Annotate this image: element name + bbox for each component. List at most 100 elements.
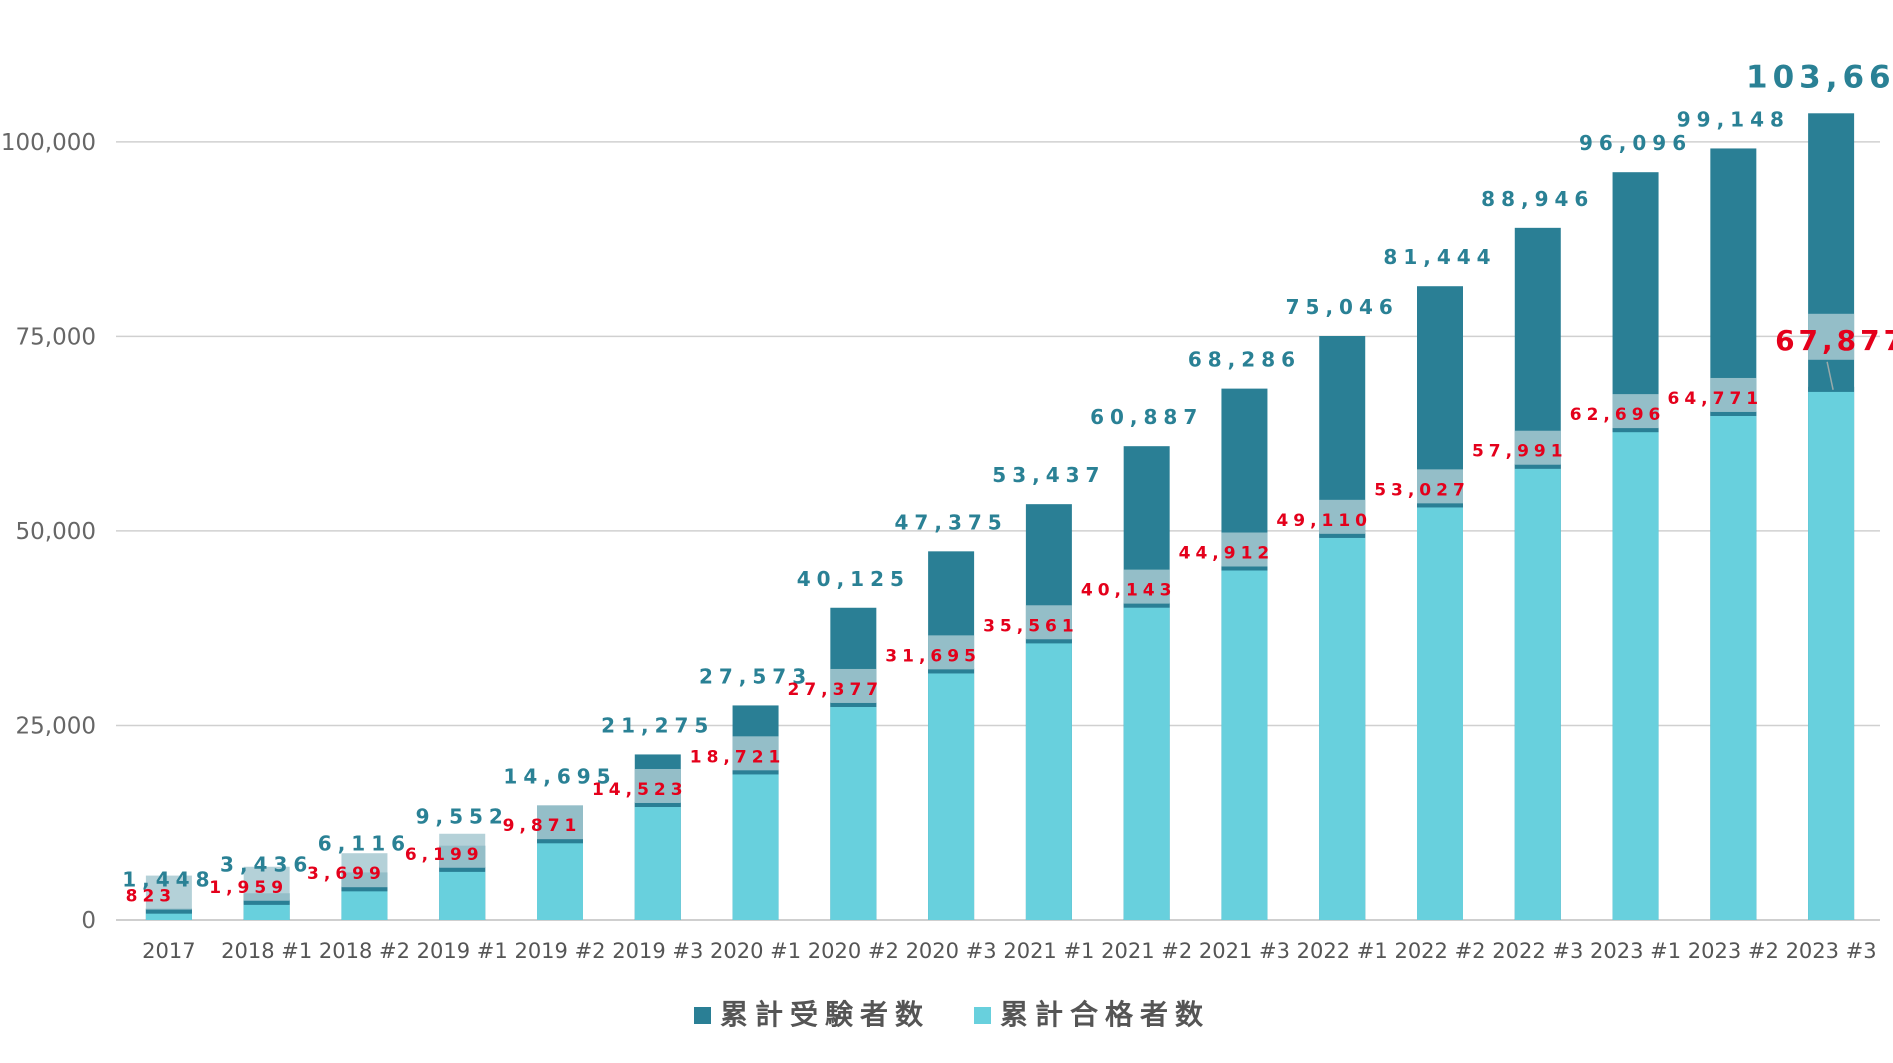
pass-data-label: 57,991 <box>1472 442 1568 462</box>
exam-data-label: 81,444 <box>1383 245 1496 269</box>
pass-label-box-11 <box>1221 532 1268 567</box>
gridlines <box>116 141 1880 727</box>
bar-pass-edge-3 <box>439 866 486 872</box>
y-tick-label: 0 <box>81 908 96 934</box>
bar-pass-edge-8 <box>928 668 975 674</box>
x-tick-label: 2018 #1 <box>221 939 312 963</box>
pass-label-box-10 <box>1123 569 1170 604</box>
bar-pass-15 <box>1612 432 1659 920</box>
bar-pass-edge-16 <box>1710 410 1757 416</box>
pass-label-box-2 <box>341 853 388 888</box>
exam-data-label: 27,573 <box>699 664 812 688</box>
pass-label-box-9 <box>1025 605 1072 640</box>
x-tick-label: 2023 #3 <box>1786 939 1877 963</box>
exam-data-label: 14,695 <box>503 765 616 789</box>
x-tick-label: 2020 #3 <box>906 939 997 963</box>
bar-pass-edge-12 <box>1319 532 1366 538</box>
pass-label-box-1 <box>243 866 290 901</box>
bar-pass-10 <box>1123 607 1170 920</box>
bar-pass-0 <box>145 913 192 920</box>
legend-swatch-1 <box>974 1007 991 1024</box>
x-tick-label: 2022 #2 <box>1394 939 1485 963</box>
pass-data-label: 53,027 <box>1374 480 1470 500</box>
pass-label-box-17 <box>1808 313 1855 360</box>
y-tick-label: 50,000 <box>16 519 96 545</box>
bar-pass-edge-1 <box>243 899 290 905</box>
x-tick-label: 2020 #1 <box>710 939 801 963</box>
pass-label-box-16 <box>1710 377 1757 412</box>
bar-pass-6 <box>732 774 779 920</box>
pass-label-box-0 <box>145 875 192 910</box>
x-tick-label: 2020 #2 <box>808 939 899 963</box>
pass-label-box-3 <box>439 833 486 868</box>
exam-data-label: 88,946 <box>1481 187 1594 211</box>
bar-pass-5 <box>634 806 681 920</box>
x-tick-label: 2023 #2 <box>1688 939 1779 963</box>
pass-data-label: 1,959 <box>209 878 288 898</box>
pass-data-label: 35,561 <box>983 616 1079 636</box>
bar-pass-17 <box>1808 391 1855 920</box>
bar-pass-edge-13 <box>1417 502 1463 508</box>
bar-pass-edge-10 <box>1123 602 1170 608</box>
exam-data-label: 9,552 <box>416 805 509 829</box>
x-tick-label: 2017 <box>142 939 195 963</box>
x-tick-label: 2021 #3 <box>1199 939 1290 963</box>
exam-data-label: 1,448 <box>122 868 215 892</box>
bar-pass-7 <box>830 706 877 920</box>
pass-data-label: 49,110 <box>1276 511 1372 531</box>
bar-pass-14 <box>1514 468 1561 920</box>
bar-pass-edge-5 <box>634 801 681 807</box>
bar-pass-edge-6 <box>732 769 779 775</box>
exam-data-label: 3,436 <box>220 852 313 876</box>
pass-label-box-13 <box>1417 469 1463 504</box>
x-tick-label: 2019 #2 <box>514 939 605 963</box>
bar-pass-edge-9 <box>1025 638 1072 644</box>
exam-data-label: 21,275 <box>601 713 714 737</box>
exam-data-label: 6,116 <box>318 831 411 855</box>
bar-pass-edge-15 <box>1612 427 1659 433</box>
x-tick-label: 2019 #3 <box>612 939 703 963</box>
pass-label-box-5 <box>634 768 681 803</box>
pass-label-box-6 <box>732 736 779 771</box>
exam-data-label: 99,148 <box>1677 107 1790 131</box>
exam-data-label: 53,437 <box>992 463 1105 487</box>
exam-data-label: 75,046 <box>1286 295 1399 319</box>
pass-data-label: 27,377 <box>788 680 884 700</box>
pass-label-box-12 <box>1319 499 1366 534</box>
y-tick-label: 75,000 <box>16 324 96 350</box>
pass-data-label: 44,912 <box>1179 544 1275 564</box>
exam-data-label: 68,286 <box>1188 348 1301 372</box>
bar-pass-8 <box>928 673 975 920</box>
pass-data-label: 64,771 <box>1668 389 1764 409</box>
pass-label-leader <box>1826 361 1834 390</box>
bar-pass-16 <box>1710 415 1757 920</box>
exam-data-label: 103,666 <box>1746 59 1893 95</box>
bar-pass-11 <box>1221 570 1268 920</box>
exam-data-label: 47,375 <box>895 510 1008 534</box>
exam-data-label: 60,887 <box>1090 405 1203 429</box>
exam-data-label: 40,125 <box>797 567 910 591</box>
pass-data-label: 62,696 <box>1570 405 1666 425</box>
bar-pass-9 <box>1025 643 1072 920</box>
x-tick-label: 2021 #2 <box>1101 939 1192 963</box>
x-tick-label: 2023 #1 <box>1590 939 1681 963</box>
bar-pass-1 <box>243 904 290 920</box>
pass-label-box-14 <box>1514 430 1561 465</box>
pass-data-label: 823 <box>126 887 177 907</box>
x-tick-label: 2021 #1 <box>1003 939 1094 963</box>
bar-pass-12 <box>1319 537 1366 920</box>
x-tick-label: 2022 #3 <box>1492 939 1583 963</box>
x-tick-label: 2022 #1 <box>1297 939 1388 963</box>
pass-label-box-4 <box>537 805 583 840</box>
bar-pass-edge-11 <box>1221 565 1268 571</box>
pass-data-label: 18,721 <box>690 747 786 767</box>
legend-swatch-0 <box>694 1007 711 1024</box>
pass-data-label: 3,699 <box>307 864 386 884</box>
legend-label: 累計合格者数 <box>1000 998 1210 1031</box>
pass-data-label: 67,877 <box>1775 324 1893 357</box>
bar-pass-13 <box>1417 507 1463 920</box>
bar-pass-2 <box>341 891 388 920</box>
pass-label-box-15 <box>1612 394 1659 429</box>
legend-label: 累計受験者数 <box>720 998 930 1031</box>
